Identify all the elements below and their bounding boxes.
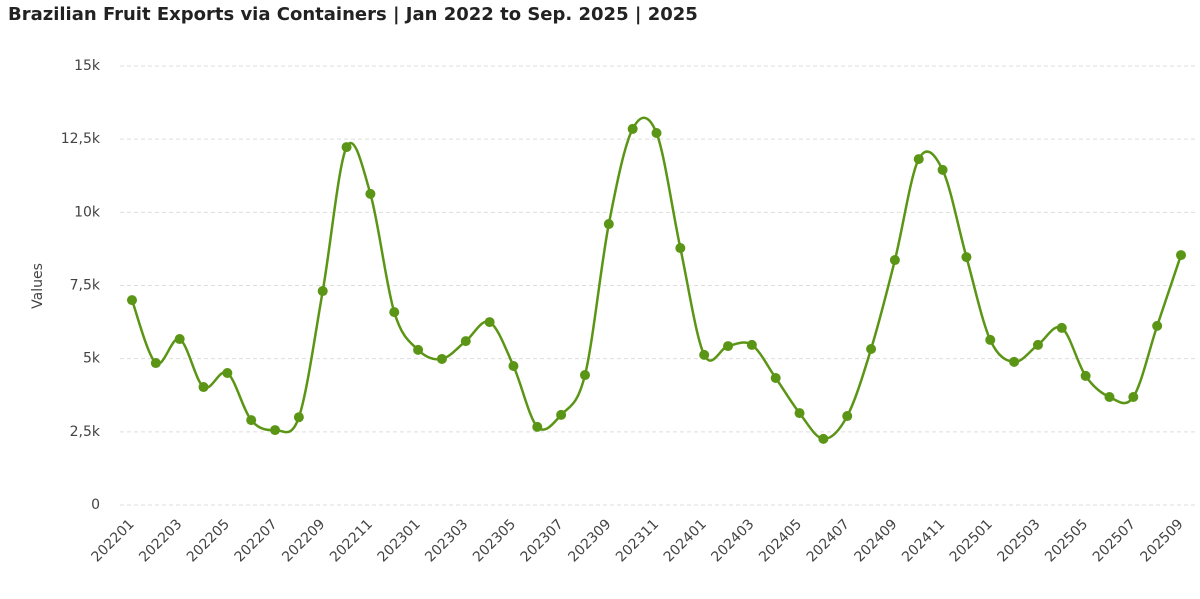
- marker: [770, 372, 781, 383]
- y-tick-label: 12,5k: [61, 131, 101, 147]
- marker: [389, 307, 400, 318]
- x-tick-label: 202409: [851, 516, 900, 565]
- marker: [436, 353, 447, 364]
- x-tick-label: 202509: [1138, 516, 1187, 565]
- x-tick-label: 202501: [947, 516, 996, 565]
- x-tick-label: 202507: [1090, 516, 1139, 565]
- y-tick-label: 7,5k: [70, 278, 101, 294]
- x-tick-label: 202407: [804, 516, 853, 565]
- x-tick-label: 202403: [708, 516, 757, 565]
- x-tick-label: 202405: [756, 516, 805, 565]
- marker: [1009, 356, 1020, 367]
- marker: [484, 317, 495, 328]
- marker: [1104, 392, 1115, 403]
- marker: [174, 334, 185, 345]
- marker: [246, 415, 257, 426]
- marker: [818, 433, 829, 444]
- x-tick-label: 202211: [327, 516, 376, 565]
- marker: [913, 154, 924, 165]
- marker: [746, 339, 757, 350]
- x-tick-label: 202303: [422, 516, 471, 565]
- marker: [317, 286, 328, 297]
- line: [130, 116, 1183, 441]
- marker: [150, 358, 161, 369]
- marker: [556, 409, 567, 420]
- x-tick-label: 202505: [1042, 516, 1091, 565]
- y-tick-label: 2,5k: [70, 424, 101, 440]
- marker: [985, 334, 996, 345]
- marker: [937, 164, 948, 175]
- y-tick-label: 10k: [74, 204, 101, 220]
- marker: [270, 425, 281, 436]
- marker: [198, 382, 209, 393]
- marker: [842, 411, 853, 422]
- x-tick-label: 202203: [136, 516, 185, 565]
- marker: [293, 412, 304, 423]
- marker: [127, 295, 137, 306]
- marker: [651, 128, 662, 139]
- x-tick-label: 202311: [613, 516, 662, 565]
- x-tick-label: 202201: [89, 516, 138, 565]
- marker: [508, 360, 519, 371]
- y-axis-title: Values: [30, 263, 46, 309]
- marker: [889, 255, 900, 266]
- y-tick-label: 5k: [83, 351, 101, 367]
- marker: [460, 336, 471, 347]
- marker: [866, 344, 877, 355]
- marker: [699, 349, 710, 360]
- x-tick-label: 202209: [279, 516, 328, 565]
- x-tick-label: 202503: [995, 516, 1044, 565]
- marker: [222, 368, 233, 379]
- marker: [341, 142, 352, 153]
- marker: [579, 370, 590, 381]
- marker: [1056, 322, 1067, 333]
- marker: [1128, 392, 1139, 403]
- marker: [413, 344, 424, 355]
- x-tick-label: 202205: [184, 516, 233, 565]
- marker: [1080, 370, 1091, 381]
- marker: [675, 243, 686, 254]
- x-tick-label: 202401: [661, 516, 710, 565]
- marker: [1032, 339, 1043, 350]
- y-tick-label: 15k: [74, 58, 101, 74]
- x-tick-label: 202307: [518, 516, 567, 565]
- marker: [365, 188, 376, 199]
- marker: [603, 219, 614, 230]
- x-tick-label: 202305: [470, 516, 519, 565]
- x-tick-label: 202309: [565, 516, 614, 565]
- marker: [1152, 320, 1163, 331]
- marker: [794, 408, 805, 419]
- y-tick-label: 0: [91, 497, 100, 513]
- marker: [1176, 250, 1186, 261]
- x-tick-label: 202301: [375, 516, 424, 565]
- marker: [627, 123, 638, 134]
- x-tick-label: 202411: [899, 516, 948, 565]
- x-tick-label: 202207: [232, 516, 281, 565]
- marker: [961, 252, 972, 263]
- marker: [723, 341, 734, 352]
- marker: [532, 421, 543, 432]
- chart-title: Brazilian Fruit Exports via Containers |…: [8, 4, 698, 25]
